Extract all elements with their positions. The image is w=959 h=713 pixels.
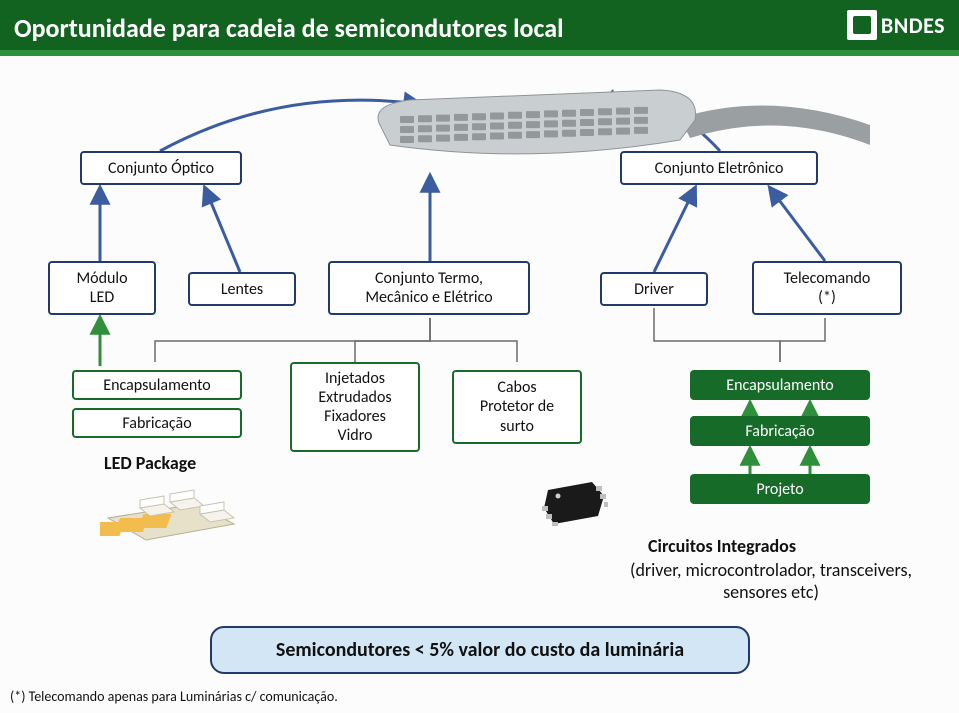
box-conjunto-termo: Conjunto Termo,Mecânico e Elétrico bbox=[328, 261, 530, 315]
box-injetados: Injetados Extrudados Fixadores Vidro bbox=[290, 362, 420, 452]
label: Conjunto Eletrônico bbox=[655, 159, 784, 178]
box-projeto: Projeto bbox=[690, 474, 870, 504]
label: Injetados Extrudados Fixadores Vidro bbox=[318, 369, 391, 446]
label: Semicondutores < 5% valor do custo da lu… bbox=[276, 638, 684, 662]
label-circuitos-integrados-title: Circuitos Integrados bbox=[648, 536, 796, 558]
label: Fabricação bbox=[122, 414, 191, 433]
brand-logo: BNDES bbox=[847, 8, 945, 42]
box-conjunto-eletronico: Conjunto Eletrônico bbox=[620, 151, 818, 185]
ic-chip-illustration bbox=[538, 476, 608, 526]
box-telecomando: Telecomando(*) bbox=[752, 261, 902, 315]
label: Driver bbox=[634, 280, 674, 299]
box-encapsulamento-left: Encapsulamento bbox=[72, 370, 242, 400]
box-fabricacao-right: Fabricação bbox=[690, 416, 870, 446]
label: Projeto bbox=[756, 480, 803, 499]
box-conjunto-optico: Conjunto Óptico bbox=[80, 151, 242, 185]
label: MóduloLED bbox=[76, 269, 127, 307]
label: Lentes bbox=[221, 280, 263, 299]
label: Fabricação bbox=[745, 422, 814, 441]
label: Encapsulamento bbox=[103, 376, 210, 395]
label: Cabos Protetor de surto bbox=[480, 378, 554, 436]
box-modulo-led: MóduloLED bbox=[48, 261, 156, 315]
callout-semicondutores: Semicondutores < 5% valor do custo da lu… bbox=[210, 626, 750, 674]
footnote: (*) Telecomando apenas para Luminárias c… bbox=[10, 688, 338, 705]
brand-name: BNDES bbox=[881, 12, 945, 39]
led-package-illustration bbox=[100, 474, 240, 554]
slide-body: Conjunto Óptico Conjunto Eletrônico Módu… bbox=[0, 56, 959, 713]
label: Encapsulamento bbox=[726, 376, 833, 395]
box-lentes: Lentes bbox=[188, 272, 296, 306]
slide-header: Oportunidade para cadeia de semicondutor… bbox=[0, 0, 959, 56]
label: Telecomando(*) bbox=[784, 269, 871, 307]
logo-mark-icon bbox=[847, 10, 877, 40]
box-driver: Driver bbox=[600, 272, 708, 306]
label-circuitos-integrados-sub: (driver, microcontrolador, transceivers,… bbox=[616, 560, 926, 603]
slide-title: Oportunidade para cadeia de semicondutor… bbox=[0, 12, 563, 44]
box-fabricacao-left: Fabricação bbox=[72, 408, 242, 438]
label-led-package: LED Package bbox=[104, 452, 196, 474]
box-encapsulamento-right: Encapsulamento bbox=[690, 370, 870, 400]
label: Conjunto Óptico bbox=[108, 159, 214, 178]
label: Conjunto Termo,Mecânico e Elétrico bbox=[365, 269, 492, 307]
box-cabos: Cabos Protetor de surto bbox=[452, 370, 582, 444]
